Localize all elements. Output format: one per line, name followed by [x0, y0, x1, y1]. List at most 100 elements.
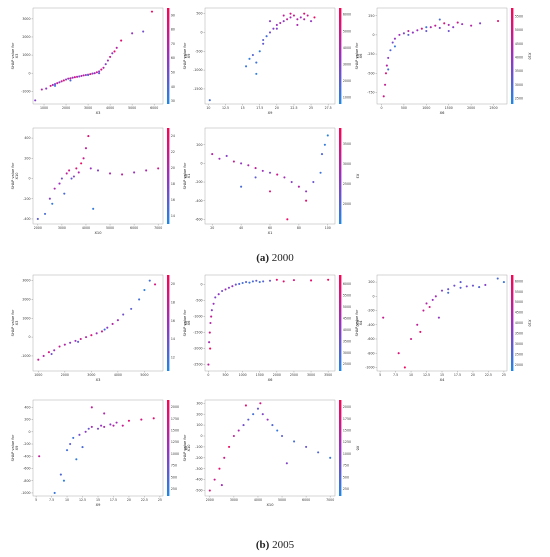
x-tick-label: 5000	[278, 498, 286, 502]
data-point	[293, 440, 296, 443]
x-tick-label: 20	[275, 106, 279, 110]
plot-frame	[32, 274, 164, 372]
y-axis-label-line: X6	[187, 320, 191, 325]
y-axis-label-line: SHAP value for	[183, 162, 187, 189]
colorbar-tick-label: 6000	[343, 282, 351, 286]
colorbar-tick-label: 4000	[343, 46, 351, 50]
data-point	[254, 176, 257, 179]
data-point	[438, 26, 441, 30]
y-tick-label: 100	[196, 423, 202, 427]
colorbar-tick-label: 3000	[343, 351, 351, 355]
data-point	[258, 280, 261, 284]
data-point	[431, 298, 434, 301]
data-point	[268, 190, 272, 193]
data-point	[479, 22, 482, 25]
data-point	[268, 171, 272, 174]
data-point	[425, 26, 428, 29]
y-tick-label: 300	[196, 401, 202, 405]
caption-b: (b) 2005	[0, 539, 550, 551]
y-tick-label: -600	[23, 467, 30, 471]
data-point	[72, 436, 75, 439]
data-point	[65, 78, 68, 81]
colorbar-tick-label: 3500	[343, 142, 351, 146]
colorbar	[339, 8, 342, 104]
colorbar	[511, 8, 514, 104]
y-axis-label-line: SHAP value for	[183, 434, 187, 461]
data-point	[303, 18, 306, 21]
y-axis-label: SHAP value forX9	[183, 42, 191, 69]
x-tick-label: 25	[502, 373, 506, 377]
data-point	[91, 72, 94, 75]
data-point	[266, 418, 269, 421]
data-point	[223, 456, 226, 459]
x-tick-label: 0	[207, 373, 209, 377]
data-point	[411, 31, 414, 34]
data-point	[465, 285, 468, 288]
data-point	[496, 277, 499, 280]
data-point	[416, 323, 419, 326]
y-axis-label-line: SHAP value for	[183, 309, 187, 336]
data-point	[90, 334, 93, 337]
data-point	[72, 175, 75, 178]
data-point	[78, 75, 81, 78]
data-point	[261, 169, 264, 172]
x-tick-label: 0	[380, 106, 382, 110]
y-tick-label: -400	[195, 199, 202, 203]
colorbar-tick-label: 2500	[515, 352, 523, 356]
x-tick-label: 500	[401, 106, 407, 110]
y-tick-label: -400	[367, 323, 374, 327]
colorbar-tick-label: 1750	[343, 417, 351, 421]
data-point	[84, 73, 87, 77]
data-point	[286, 218, 289, 221]
data-point	[265, 35, 268, 38]
data-point	[69, 77, 72, 80]
data-point	[89, 73, 92, 76]
y-tick-label: -250	[367, 52, 374, 56]
data-point	[224, 288, 227, 291]
x-tick-label: 15	[96, 498, 100, 502]
chart-panel-10: 2000 3000 4000 5000 6000 7000-500-400-300-200…	[183, 399, 359, 507]
x-tick-label: 7000	[326, 498, 334, 502]
chart-panel-1: 1000 2000 3000 4000 5000 6000 -1000 0 1000 2000 30…	[11, 7, 187, 115]
y-tick-label: -750	[367, 91, 374, 95]
y-tick-label: 0	[200, 162, 202, 166]
colorbar	[167, 275, 170, 371]
data-point	[87, 135, 90, 138]
data-point	[98, 70, 101, 73]
y-tick-label: -500	[195, 299, 202, 303]
x-tick-label: 7.5	[393, 373, 398, 377]
colorbar-tick-label: 3500	[515, 69, 523, 73]
data-point	[285, 462, 288, 465]
colorbar-tick-label: 2000	[343, 405, 351, 409]
x-tick-label: 2500	[290, 373, 298, 377]
data-point	[255, 279, 258, 282]
data-point	[115, 421, 118, 424]
y-tick-label: 200	[196, 412, 202, 416]
x-tick-label: 17.5	[256, 106, 263, 110]
x-tick-label: 6000	[150, 106, 158, 110]
data-point	[416, 29, 419, 32]
data-point	[443, 22, 446, 25]
x-tick-label: 22.5	[290, 106, 297, 110]
y-tick-label: -500	[195, 489, 202, 493]
colorbar-tick-label: 5000	[343, 29, 351, 33]
data-point	[310, 20, 313, 23]
data-point	[109, 55, 112, 58]
data-point	[296, 23, 299, 26]
x-tick-label: 20	[127, 498, 131, 502]
chart-panel-2: 10 12.5 15 17.5 20 22.5 25 27.5 -1500 -1000 -500 0 5…	[183, 7, 359, 115]
y-tick-label: -200	[23, 197, 30, 201]
y-tick-label: 2000	[22, 298, 30, 302]
data-point	[71, 76, 74, 79]
data-point	[276, 429, 279, 432]
x-tick-label: 5	[379, 373, 381, 377]
colorbar-tick-label: 24	[171, 134, 175, 138]
data-point	[143, 289, 146, 292]
data-point	[104, 63, 107, 66]
data-point	[49, 84, 52, 87]
data-point	[37, 358, 40, 361]
data-point	[38, 455, 41, 458]
data-point	[150, 10, 154, 13]
colorbar-label: X9	[183, 174, 187, 179]
x-tick-label: 17.5	[454, 373, 461, 377]
